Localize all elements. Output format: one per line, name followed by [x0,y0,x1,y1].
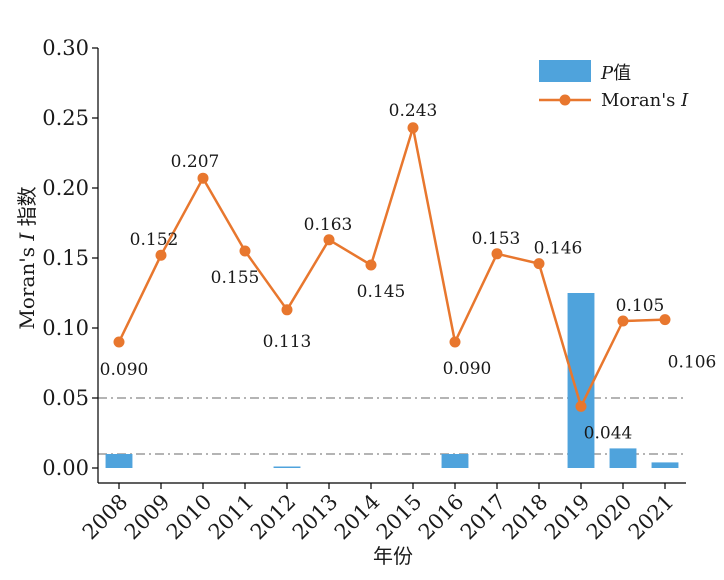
y-axis-title-italic: I [15,232,39,242]
axes [97,48,686,484]
p-bar-2016 [441,454,469,468]
moran-point-2017 [491,248,503,260]
p-bar-2020 [609,448,637,468]
data-label-2017: 0.153 [472,229,521,249]
x-tick-label: 2010 [162,490,217,545]
legend-bar-label: P值 [600,63,631,84]
x-tick-label: 2013 [288,490,343,545]
moran-point-2018 [533,258,545,270]
data-label-2015: 0.243 [389,101,438,121]
moran-point-2020 [617,315,629,327]
x-tick-label: 2018 [498,490,553,545]
moran-line [117,126,666,408]
y-tick-label: 0.00 [42,456,89,480]
x-axis-title: 年份 [373,544,413,568]
x-tick-label: 2012 [246,490,301,545]
y-tick-label: 0.25 [42,106,89,130]
x-tick-label: 2015 [372,490,427,545]
data-label-2012: 0.113 [263,332,312,352]
x-tick-label: 2017 [456,490,511,545]
moran-line-series [113,122,671,412]
x-tick-label: 2014 [330,490,385,545]
x-tick-label: 2020 [582,490,637,545]
p-bar-2019 [567,293,595,468]
x-tick-label: 2021 [624,490,679,545]
data-label-2018: 0.146 [534,239,583,259]
y-tick-label: 0.20 [42,176,89,200]
x-tick-label: 2009 [120,490,175,545]
data-label-2021: 0.106 [668,353,717,373]
p-bar-2012 [273,466,301,468]
moran-point-2014 [365,259,377,271]
x-tick-label: 2008 [78,490,133,545]
legend: P值 Moran's I [539,60,689,111]
p-value-bars [105,293,679,468]
moran-point-2009 [155,249,167,261]
x-tick-label: 2019 [540,490,595,545]
p-bar-2021 [651,462,679,468]
data-label-2013: 0.163 [304,215,353,235]
moran-point-2016 [449,336,461,348]
data-label-2011: 0.155 [211,268,260,288]
data-label-2009: 0.152 [130,230,179,250]
moran-point-2011 [239,245,251,257]
moran-point-2019 [575,400,587,412]
moran-point-2015 [407,122,419,134]
moran-point-2021 [659,314,671,326]
moran-point-2008 [113,336,125,348]
data-label-2014: 0.145 [357,282,406,302]
data-label-2019: 0.044 [584,423,633,443]
y-tick-label: 0.10 [42,316,89,340]
y-tick-label: 0.15 [42,246,89,270]
moran-point-2013 [323,234,335,246]
moran-point-2012 [281,304,293,316]
data-label-2016: 0.090 [443,359,492,379]
data-label-2008: 0.090 [100,360,149,380]
y-tick-label: 0.30 [42,36,89,60]
y-axis-title: Moran's I 指数 [15,186,39,329]
y-axis-ticks: 0.00 0.05 0.10 0.15 0.20 0.25 0.30 [42,36,98,480]
data-label-2020: 0.105 [616,296,665,316]
y-axis-title-prefix: Moran's [15,241,39,330]
x-tick-label: 2011 [204,490,259,545]
x-tick-label: 2016 [414,490,469,545]
y-axis-title-suffix: 指数 [15,186,39,232]
legend-line-label: Moran's I [601,90,689,111]
legend-line-marker [559,94,571,106]
data-label-2010: 0.207 [171,152,220,172]
x-axis-ticks: 2008200920102011201220132014201520162017… [78,483,679,544]
p-bar-2008 [105,454,133,468]
moran-point-2010 [197,172,209,184]
y-tick-label: 0.05 [42,386,89,410]
legend-bar-swatch [539,60,591,82]
data-labels: 0.090 0.152 0.207 0.155 0.113 0.163 0.145 0.243… [100,101,717,444]
